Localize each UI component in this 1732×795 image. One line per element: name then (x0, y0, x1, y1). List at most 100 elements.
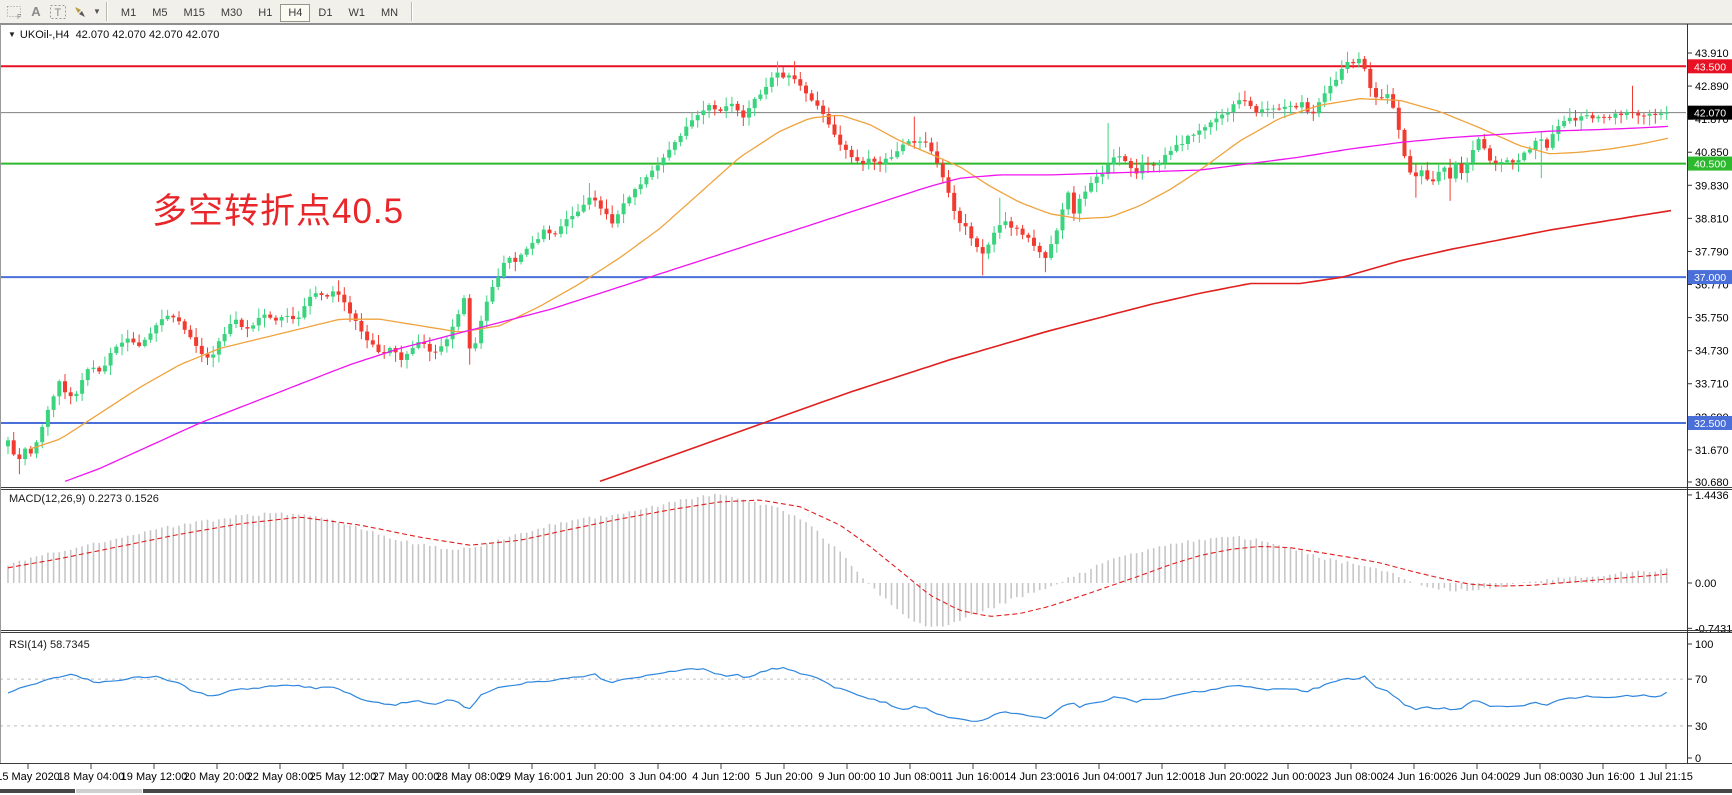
candle (137, 342, 142, 346)
candle (1368, 68, 1373, 89)
collapse-triangle-icon[interactable]: ▼ (8, 30, 16, 39)
candle (1294, 105, 1299, 108)
candle (1522, 152, 1527, 161)
candle (405, 353, 409, 360)
candle (1014, 227, 1019, 229)
timeframe-button-mn[interactable]: MN (380, 6, 399, 19)
toolbar: F A T ▼ M1 M5 M15 M30 H1 H4 D1 W1 MN (0, 0, 1732, 24)
candle (1545, 139, 1549, 148)
timeframe-button-m1[interactable]: M1 (120, 6, 137, 19)
candle (729, 103, 734, 107)
candle (382, 352, 387, 354)
time-label: 20 May 20:00 (184, 771, 251, 783)
arrows-tool-icon[interactable] (69, 2, 91, 22)
svg-text:42.890: 42.890 (1695, 81, 1729, 93)
grid-f-icon[interactable]: F (3, 2, 25, 22)
candle (957, 210, 962, 224)
scrollbar-thumb[interactable] (76, 789, 142, 793)
candle (296, 317, 301, 320)
timeframe-button-w1[interactable]: W1 (348, 6, 365, 19)
candle (1391, 94, 1396, 108)
candles-layer (6, 51, 1669, 475)
timeframe-button-d1[interactable]: D1 (318, 6, 333, 19)
time-label: 10 Jun 08:00 (878, 771, 942, 783)
candle (1550, 134, 1555, 148)
timeframe-button-h1[interactable]: H1 (258, 6, 273, 19)
candle (621, 203, 626, 215)
candle (1163, 154, 1168, 163)
ma-mid-magenta[interactable] (64, 125, 1669, 482)
chart-annotation-text[interactable]: 多空转折点40.5 (152, 192, 405, 231)
svg-text:0.00: 0.00 (1695, 578, 1716, 590)
candle (211, 354, 216, 358)
candle (604, 208, 609, 215)
timeframe-button-m5[interactable]: M5 (152, 6, 168, 19)
symbol-title[interactable]: ▼ UKOil-,H4 42.070 42.070 42.070 42.070 (8, 29, 219, 41)
ma-slow-red[interactable] (599, 209, 1672, 483)
candle (1299, 102, 1304, 108)
candle (1277, 108, 1282, 110)
candle (769, 77, 774, 87)
candle (1419, 170, 1424, 177)
price-badge-37.000 (1688, 270, 1732, 285)
candle (849, 149, 854, 158)
candle (718, 109, 723, 111)
macd-layer (7, 493, 1671, 627)
dropdown-caret-icon[interactable]: ▼ (93, 7, 101, 16)
candle (108, 353, 113, 366)
price-axis: 43.91042.89041.87040.85039.83038.81037.7… (1687, 48, 1732, 489)
candle (51, 396, 56, 410)
svg-text:F: F (17, 14, 21, 20)
candle (661, 157, 666, 166)
candle (855, 157, 860, 161)
candle (1653, 113, 1658, 116)
timeframe-button-m30[interactable]: M30 (220, 6, 243, 19)
candle (1641, 115, 1646, 117)
ma-fast-orange[interactable] (29, 98, 1669, 450)
candle (40, 426, 45, 443)
candle (655, 165, 660, 171)
candle (992, 232, 997, 245)
candle (963, 223, 968, 227)
candle (747, 108, 751, 118)
candle (1659, 113, 1663, 116)
candle (1231, 104, 1236, 113)
candle (712, 105, 717, 110)
candle (809, 93, 814, 101)
candle (541, 229, 546, 240)
horizontal-scrollbar[interactable] (0, 789, 1732, 793)
svg-text:43.910: 43.910 (1695, 48, 1729, 60)
candle (479, 320, 484, 344)
candle (1157, 162, 1162, 166)
candle (1020, 228, 1025, 235)
candle (1379, 97, 1384, 99)
candle (701, 110, 706, 116)
time-label: 9 Jun 00:00 (818, 771, 876, 783)
timeframe-buttons: M1 M5 M15 M30 H1 H4 D1 W1 MN (113, 3, 406, 22)
candle (199, 345, 204, 354)
candle (1573, 117, 1578, 121)
svg-text:0: 0 (1695, 753, 1701, 765)
candle (838, 134, 843, 145)
rsi-label: RSI(14) 58.7345 (9, 639, 90, 651)
candle (444, 339, 449, 347)
candle (1647, 113, 1652, 116)
candle (23, 448, 28, 460)
candle (462, 298, 466, 315)
candle (1260, 109, 1264, 113)
candle (427, 343, 432, 352)
candle (279, 317, 284, 321)
candle (97, 367, 102, 372)
timeframe-button-h4[interactable]: H4 (280, 3, 311, 22)
candle (536, 239, 541, 243)
text-box-icon[interactable]: T (47, 2, 69, 22)
candle (285, 315, 290, 318)
label-a-icon[interactable]: A (31, 4, 41, 19)
svg-text:-0.7431: -0.7431 (1695, 623, 1732, 635)
candle (997, 225, 1002, 233)
timeframe-button-m15[interactable]: M15 (183, 6, 205, 19)
macd-axis: 1.4436 0.00 -0.7431 (1687, 490, 1732, 635)
candle (1442, 167, 1447, 172)
